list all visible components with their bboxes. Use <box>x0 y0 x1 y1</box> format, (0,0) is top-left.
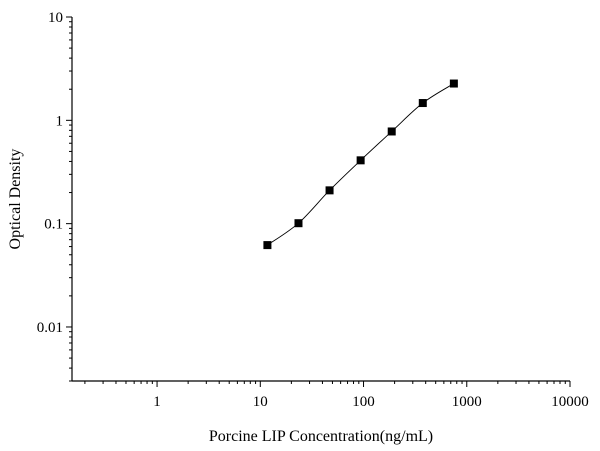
y-tick-label: 10 <box>48 10 63 26</box>
data-point <box>387 127 396 136</box>
x-tick-label: 10 <box>253 394 268 410</box>
x-tick-label: 100 <box>352 394 375 410</box>
y-tick-label: 0.01 <box>37 320 63 336</box>
data-point <box>263 241 272 250</box>
y-axis-ticks: 0.01 0.1 1 10 <box>37 10 72 382</box>
x-tick-label: 1000 <box>452 394 482 410</box>
y-tick-label: 0.1 <box>44 217 63 233</box>
x-tick-label: 10000 <box>551 394 589 410</box>
data-point <box>449 79 458 88</box>
axes <box>71 17 570 382</box>
plot-area <box>263 79 458 250</box>
data-point <box>294 219 303 228</box>
y-axis-title: Optical Density <box>7 149 24 250</box>
x-axis-title: Porcine LIP Concentration(ng/mL) <box>209 428 433 445</box>
x-axis-ticks: 1 10 100 1000 10000 <box>84 381 589 410</box>
data-point <box>418 99 427 108</box>
y-tick-label: 1 <box>56 113 64 129</box>
data-point <box>356 156 365 165</box>
data-point <box>325 186 334 195</box>
x-tick-label: 1 <box>153 394 161 410</box>
